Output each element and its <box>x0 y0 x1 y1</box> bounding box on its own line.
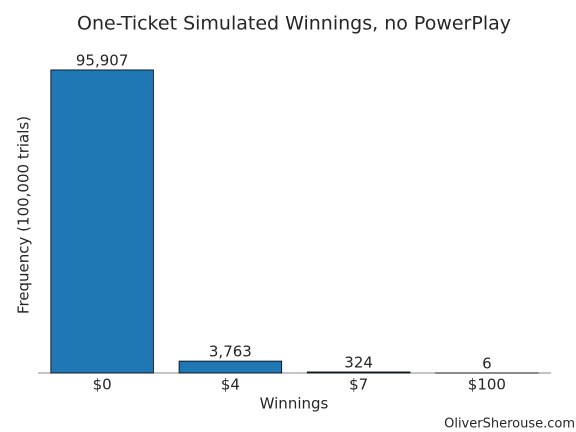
value-label: 324 <box>344 353 373 371</box>
chart-title: One-Ticket Simulated Winnings, no PowerP… <box>77 13 511 35</box>
bar <box>178 360 283 374</box>
bar <box>50 69 154 374</box>
value-label: 6 <box>482 354 492 372</box>
value-label: 3,763 <box>209 343 252 361</box>
x-axis-label: Winnings <box>260 395 329 413</box>
x-tick-label: $7 <box>349 376 368 394</box>
bar <box>306 371 411 374</box>
watermark: OliverSherouse.com <box>444 417 575 432</box>
value-label: 95,907 <box>76 51 129 69</box>
y-axis-label: Frequency (100,000 trials) <box>15 116 33 314</box>
x-tick-label: $4 <box>221 376 240 394</box>
x-tick-label: $0 <box>93 376 112 394</box>
x-tick-label: $100 <box>468 376 506 394</box>
